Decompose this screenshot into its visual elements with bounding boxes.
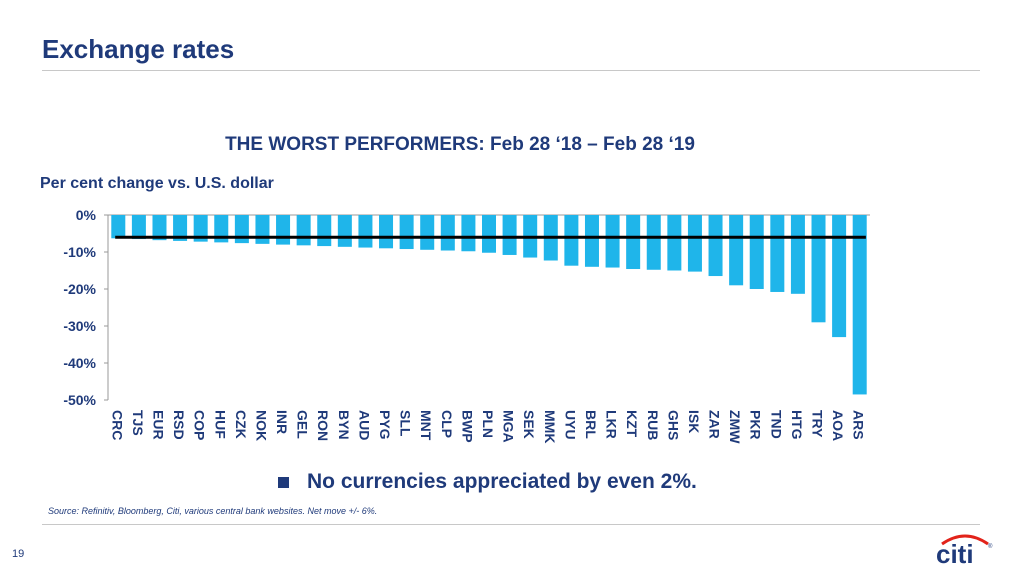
- source-note: Source: Refinitiv, Bloomberg, Citi, vari…: [48, 506, 378, 516]
- x-tick-label: INR: [274, 410, 290, 434]
- x-tick-label: MMK: [542, 410, 558, 443]
- bar-clp: [440, 215, 455, 251]
- x-tick-label: CZK: [233, 410, 249, 439]
- bar-chart: 0% -10% -20% -30% -40% -50% CRC TJS EUR RSD COP HUF…: [63, 207, 870, 444]
- x-tick-label: ISK: [686, 410, 702, 433]
- svg-text:®: ®: [988, 543, 993, 550]
- y-tick-label: -30%: [63, 318, 96, 334]
- slide-title: Exchange rates: [42, 34, 235, 64]
- x-tick-label: PYG: [377, 410, 393, 440]
- x-tick-label: HTG: [789, 410, 805, 440]
- x-tick-label: MNT: [418, 410, 434, 441]
- bar-zar: [708, 215, 723, 277]
- bar-rsd: [173, 215, 188, 241]
- y-tick-label: -40%: [63, 355, 96, 371]
- x-tick-label: UYU: [562, 410, 578, 440]
- x-tick-label: BWP: [459, 410, 475, 443]
- x-tick-label: AUD: [356, 410, 372, 440]
- bar-huf: [214, 215, 229, 243]
- bar-inr: [276, 215, 291, 245]
- x-tick-label: GEL: [295, 410, 311, 439]
- x-tick-label: LKR: [604, 410, 620, 439]
- x-tick-label: ZMW: [727, 410, 743, 444]
- bar-brl: [584, 215, 599, 267]
- x-tick-label: ARS: [851, 410, 867, 440]
- x-tick-label: TRY: [810, 410, 826, 438]
- bar-sll: [399, 215, 414, 250]
- bar-gel: [296, 215, 311, 246]
- bar-kzt: [626, 215, 641, 270]
- x-tick-label: RSD: [171, 410, 187, 440]
- square-bullet-icon: [278, 476, 289, 488]
- bar-eur: [152, 215, 167, 241]
- x-tick-label: RUB: [645, 410, 661, 440]
- x-tick-label: CRC: [109, 410, 125, 440]
- page-number: 19: [12, 548, 25, 560]
- bar-mga: [502, 215, 517, 255]
- chart-subtitle: Per cent change vs. U.S. dollar: [40, 175, 274, 192]
- bar-nok: [255, 215, 270, 244]
- x-tick-label: MGA: [501, 410, 517, 443]
- footer-divider: [42, 524, 980, 525]
- bar-uyu: [564, 215, 579, 266]
- bar-rub: [646, 215, 661, 270]
- bar-tjs: [131, 215, 146, 240]
- bar-aud: [358, 215, 373, 248]
- x-tick-label: SLL: [398, 410, 414, 437]
- bar-pkr: [749, 215, 764, 289]
- x-tick-label: COP: [192, 410, 208, 440]
- x-tick-label: CLP: [439, 410, 455, 438]
- bar-isk: [687, 215, 702, 272]
- bar-pyg: [379, 215, 394, 249]
- bar-htg: [790, 215, 805, 294]
- bar-lkr: [605, 215, 620, 268]
- bar-aoa: [832, 215, 847, 338]
- x-tick-label: PKR: [748, 410, 764, 440]
- bar-try: [811, 215, 826, 323]
- x-tick-label: KZT: [624, 410, 640, 438]
- bar-crc: [111, 215, 126, 239]
- bar-ars: [852, 215, 867, 395]
- bar-tnd: [770, 215, 785, 292]
- bar-byn: [337, 215, 352, 247]
- x-tick-label: BYN: [336, 410, 352, 440]
- x-tick-label: GHS: [665, 410, 681, 440]
- bar-bwp: [461, 215, 476, 252]
- y-tick-label: 0%: [76, 207, 97, 223]
- y-tick-label: -20%: [63, 281, 96, 297]
- x-tick-label: SEK: [521, 410, 537, 439]
- x-tick-label: NOK: [253, 410, 269, 441]
- x-tick-label: TJS: [130, 410, 146, 436]
- citi-logo: citi ®: [936, 534, 993, 569]
- y-tick-label: -50%: [63, 392, 96, 408]
- bar-czk: [234, 215, 249, 244]
- bullet-point: No currencies appreciated by even 2%.: [278, 470, 697, 494]
- bullet-text: No currencies appreciated by even 2%.: [307, 470, 697, 493]
- bar-ron: [317, 215, 332, 247]
- x-tick-label: HUF: [212, 410, 228, 439]
- bar-zmw: [729, 215, 744, 286]
- x-tick-label: TND: [768, 410, 784, 439]
- bar-cop: [193, 215, 208, 242]
- chart-title: THE WORST PERFORMERS: Feb 28 ‘18 – Feb 2…: [225, 134, 695, 155]
- y-tick-label: -10%: [63, 244, 96, 260]
- x-tick-label: EUR: [150, 410, 166, 440]
- x-tick-label: RON: [315, 410, 331, 441]
- logo-text: citi: [936, 539, 974, 569]
- x-tick-label: AOA: [830, 410, 846, 441]
- bar-pln: [481, 215, 497, 253]
- bar-ghs: [667, 215, 682, 271]
- x-tick-label: BRL: [583, 410, 599, 439]
- bar-mnt: [420, 215, 435, 250]
- x-tick-label: PLN: [480, 410, 496, 438]
- x-tick-label: ZAR: [707, 410, 723, 439]
- title-divider: [42, 70, 980, 71]
